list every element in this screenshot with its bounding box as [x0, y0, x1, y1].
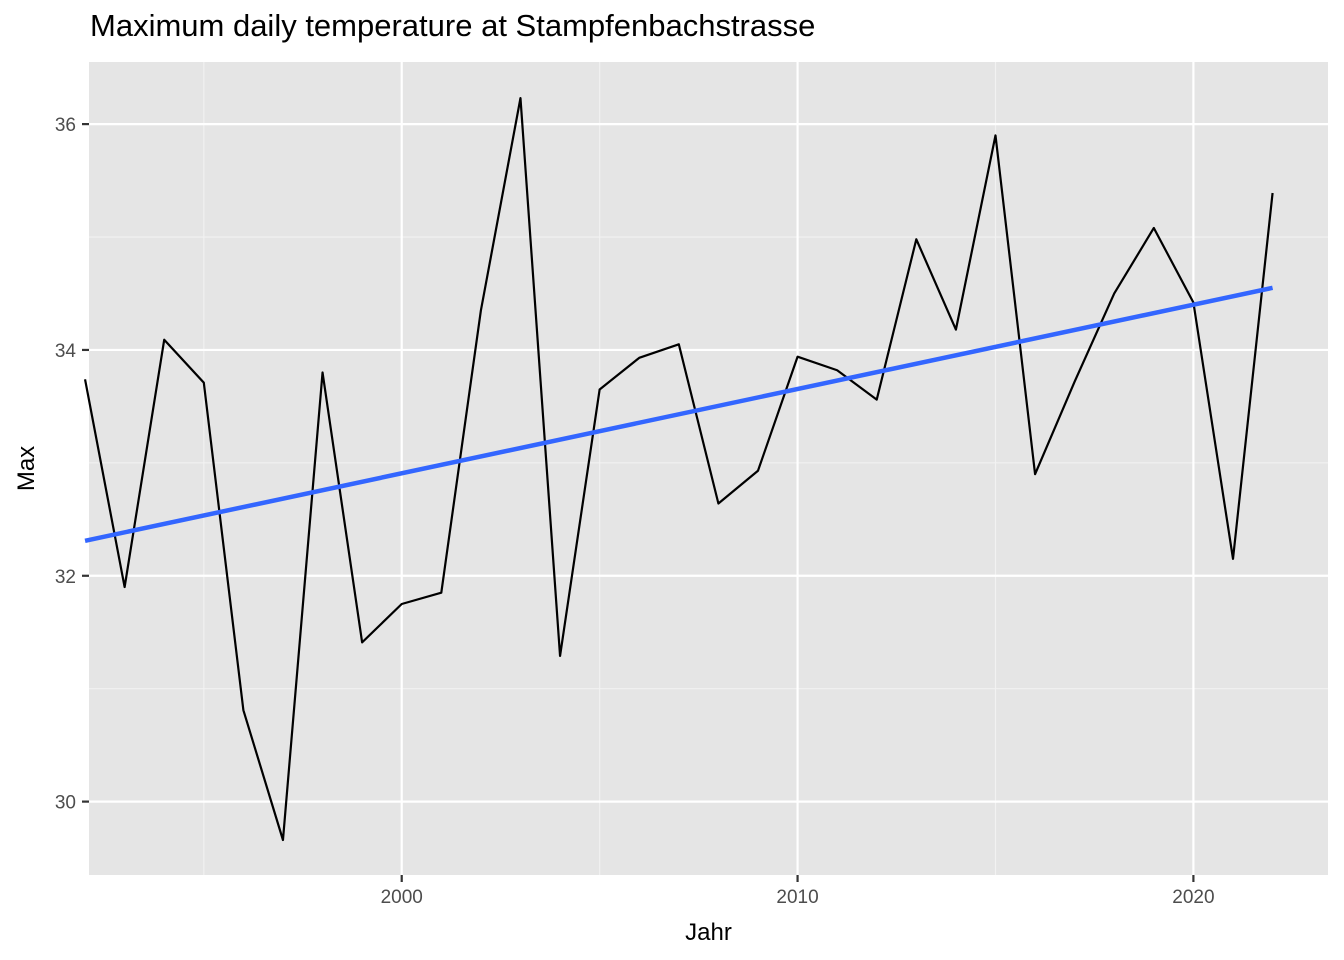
- chart-title: Maximum daily temperature at Stampfenbac…: [90, 8, 816, 43]
- series-line: [83, 97, 1274, 842]
- x-axis-title: Jahr: [685, 919, 732, 946]
- plot-panel: [89, 62, 1328, 875]
- tick-labels: 2000 2010 2020 30 32 34 36: [55, 115, 1215, 908]
- y-tick-label: 36: [55, 115, 76, 136]
- y-tick-label: 32: [55, 567, 76, 588]
- y-tick-label: 34: [55, 341, 77, 362]
- series-layer: [83, 97, 1274, 842]
- x-tick-label: 2010: [776, 887, 818, 908]
- trend-line: [84, 285, 1274, 543]
- x-tick-label: 2000: [381, 887, 423, 908]
- y-tick-label: 30: [55, 793, 76, 814]
- x-tick-label: 2020: [1172, 887, 1214, 908]
- major-gridlines: [89, 62, 1328, 875]
- y-axis-title: Max: [13, 446, 40, 491]
- axis-ticks: [82, 123, 1195, 882]
